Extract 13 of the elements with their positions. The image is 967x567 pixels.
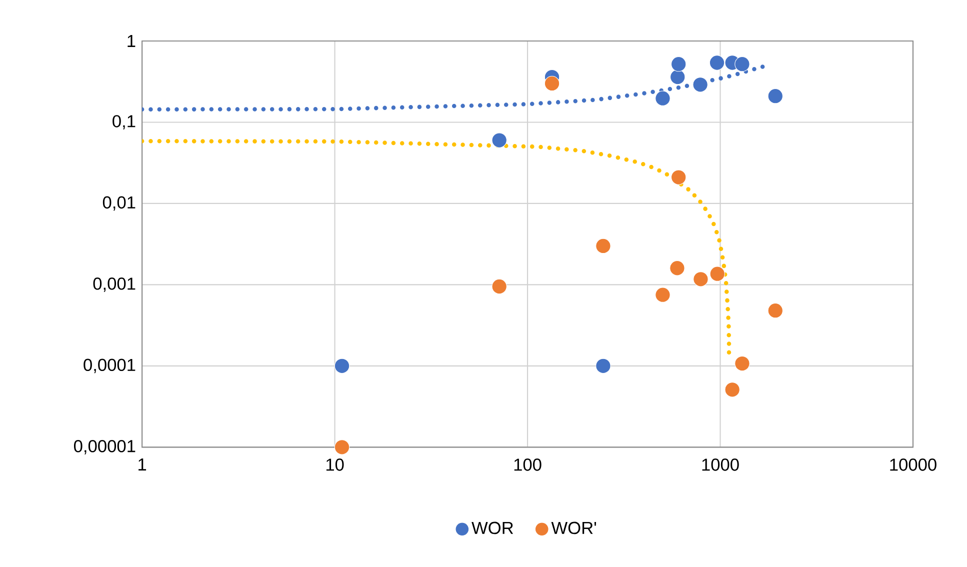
x-tick-label: 100 <box>514 458 542 471</box>
legend-label: WOR' <box>551 522 596 534</box>
y-tick-label: 0,00001 <box>74 440 136 454</box>
y-tick-label: 0,1 <box>112 115 136 130</box>
x-tick-label: 10000 <box>890 458 936 471</box>
y-tick-label: 0,0001 <box>84 358 136 374</box>
x-tick-label: 1000 <box>702 458 739 471</box>
x-tick-label: 1 <box>138 458 146 471</box>
y-tick-label: 0,01 <box>102 196 136 211</box>
y-tick-label: 0,001 <box>93 278 136 292</box>
legend-label: WOR <box>472 522 514 534</box>
x-tick-label: 10 <box>326 458 344 471</box>
y-tick-label: 1 <box>128 35 136 48</box>
